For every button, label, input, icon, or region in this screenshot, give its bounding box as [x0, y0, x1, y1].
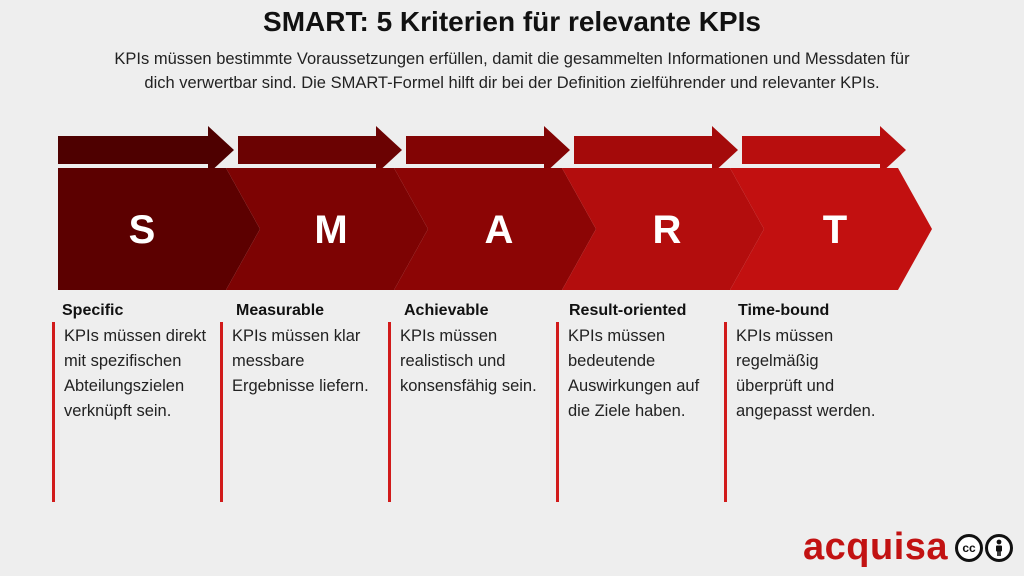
chevron-m [226, 168, 428, 290]
small-arrow-t [742, 126, 906, 174]
step-label-achievable: Achievable [404, 302, 489, 319]
divider-line [388, 322, 391, 502]
step-desc-time-bound: KPIs müssen regelmäßig überprüft und ang… [736, 327, 876, 420]
step-label-specific: Specific [62, 302, 124, 319]
step-desc-measurable: KPIs müssen klar messbare Ergebnisse lie… [232, 327, 369, 395]
step-label-result-oriented: Result-oriented [569, 302, 687, 319]
divider-line [724, 322, 727, 502]
acquisa-logo: acquisa [803, 526, 949, 568]
step-desc-specific: KPIs müssen direkt mit spezifischen Abte… [64, 327, 207, 420]
person-glyph-icon [996, 539, 1002, 556]
letter-m: M [314, 208, 347, 252]
divider-line [556, 322, 559, 502]
step-label-measurable: Measurable [236, 302, 325, 319]
small-arrow-a [406, 126, 570, 174]
step-desc-achievable: KPIs müssen realistisch und konsensfähig… [400, 327, 537, 395]
divider-line [220, 322, 223, 502]
letter-s: S [129, 208, 156, 252]
letter-r: R [653, 208, 682, 252]
chevron-s [58, 168, 260, 290]
small-arrow-s [58, 126, 234, 174]
chevron-a [394, 168, 596, 290]
step-label-time-bound: Time-bound [738, 302, 830, 319]
letter-t: T [823, 208, 847, 252]
page-subtitle: KPIs müssen bestimmte Voraussetzungen er… [114, 50, 910, 92]
letter-a: A [485, 208, 514, 252]
step-desc-result-oriented: KPIs müssen bedeutende Auswirkungen auf … [568, 327, 700, 420]
cc-license-icon: cc [955, 534, 983, 562]
page-title: SMART: 5 Kriterien für relevante KPIs [263, 6, 761, 37]
small-arrow-r [574, 126, 738, 174]
chevron-r [562, 168, 764, 290]
chevron-t [730, 168, 932, 290]
cc-text: cc [962, 541, 976, 555]
divider-line [52, 322, 55, 502]
person-icon [985, 534, 1013, 562]
small-arrow-m [238, 126, 402, 174]
